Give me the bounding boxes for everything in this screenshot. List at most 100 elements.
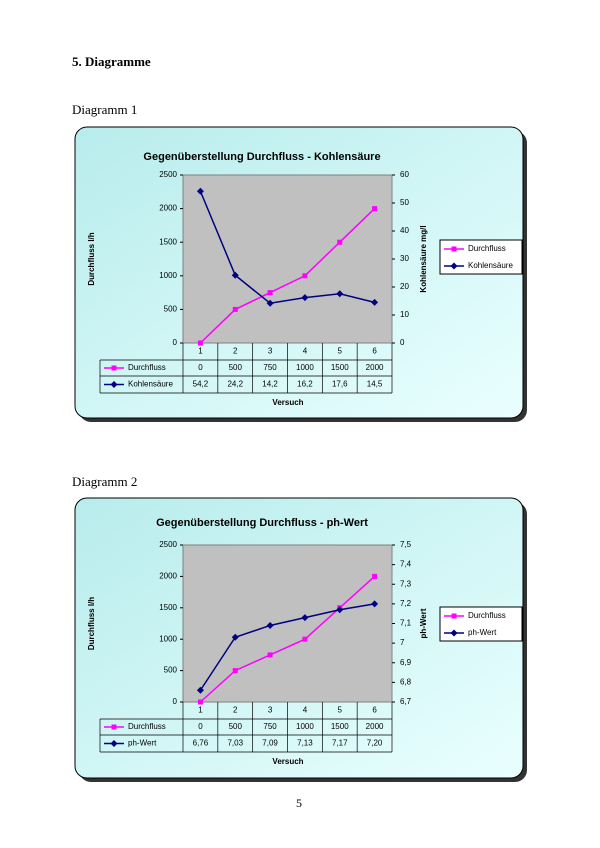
table-cell: 24,2 bbox=[227, 380, 243, 389]
table-cell: 54,2 bbox=[193, 380, 209, 389]
y2-axis-label: ph-Wert bbox=[419, 608, 428, 638]
y-tick-label: 2500 bbox=[159, 170, 177, 179]
y-tick-label: 500 bbox=[164, 305, 178, 314]
table-key-marker bbox=[110, 740, 118, 747]
y2-tick-label: 6,9 bbox=[400, 658, 412, 667]
legend-key-marker bbox=[451, 246, 457, 252]
chart-shadow bbox=[79, 502, 527, 782]
y-tick-label: 1500 bbox=[159, 603, 177, 612]
data-point bbox=[231, 633, 239, 641]
y2-tick-label: 7,3 bbox=[400, 579, 412, 588]
legend-label: Durchfluss bbox=[468, 244, 506, 253]
table-key-marker bbox=[111, 724, 117, 730]
x-tick-label: 5 bbox=[338, 347, 343, 356]
data-point bbox=[197, 699, 203, 705]
y2-tick-label: 40 bbox=[400, 226, 409, 235]
legend-label: ph-Wert bbox=[468, 628, 497, 637]
y-tick-label: 2500 bbox=[159, 540, 177, 549]
x-tick-label: 1 bbox=[198, 347, 203, 356]
table-cell: 7,20 bbox=[367, 739, 383, 748]
x-tick-label: 2 bbox=[233, 347, 238, 356]
y2-tick-label: 7 bbox=[400, 638, 405, 647]
table-cell: 7,09 bbox=[262, 739, 278, 748]
legend-key-marker bbox=[450, 629, 458, 637]
data-point bbox=[231, 271, 239, 279]
data-point bbox=[196, 187, 204, 195]
x-tick-label: 3 bbox=[268, 347, 273, 356]
table-cell: 0 bbox=[198, 363, 203, 372]
table-cell: 2000 bbox=[366, 722, 384, 731]
data-point bbox=[232, 668, 238, 674]
table-cell: 1500 bbox=[331, 722, 349, 731]
data-point bbox=[301, 294, 309, 302]
table-cell: 14,2 bbox=[262, 380, 278, 389]
y2-tick-label: 20 bbox=[400, 282, 409, 291]
table-row-label: Durchfluss bbox=[128, 363, 166, 372]
data-point bbox=[267, 290, 273, 296]
data-point bbox=[232, 306, 238, 312]
y-axis-label: Durchfluss l/h bbox=[87, 597, 96, 650]
data-point bbox=[337, 605, 343, 611]
x-tick-label: 4 bbox=[303, 706, 308, 715]
table-cell: 7,17 bbox=[332, 739, 348, 748]
table-cell: 2000 bbox=[366, 363, 384, 372]
legend-label: Durchfluss bbox=[468, 611, 506, 620]
y2-tick-label: 7,2 bbox=[400, 599, 412, 608]
x-tick-label: 3 bbox=[268, 706, 273, 715]
series-line bbox=[199, 603, 375, 691]
table-cell: 7,13 bbox=[297, 739, 313, 748]
table-cell: 14,5 bbox=[367, 380, 383, 389]
y-tick-label: 1000 bbox=[159, 634, 177, 643]
y2-tick-label: 7,4 bbox=[400, 560, 412, 569]
x-tick-label: 4 bbox=[303, 347, 308, 356]
data-point bbox=[302, 636, 308, 642]
series-line bbox=[199, 208, 376, 344]
y2-tick-label: 6,7 bbox=[400, 697, 412, 706]
table-row-label: ph-Wert bbox=[128, 739, 157, 748]
legend-key-marker bbox=[451, 613, 457, 619]
chart-title: Gegenüberstellung Durchfluss - Kohlensäu… bbox=[143, 151, 380, 163]
y2-tick-label: 50 bbox=[400, 198, 409, 207]
table-row-label: Durchfluss bbox=[128, 722, 166, 731]
table-row-label: Kohlensäure bbox=[128, 380, 173, 389]
heading: 5. Diagramme bbox=[72, 54, 151, 69]
chart-title: Gegenüberstellung Durchfluss - ph-Wert bbox=[156, 517, 368, 529]
legend-label: Kohlensäure bbox=[468, 261, 513, 270]
y2-tick-label: 0 bbox=[400, 338, 405, 347]
y-tick-label: 500 bbox=[164, 666, 178, 675]
plot-area bbox=[182, 174, 393, 344]
table-cell: 750 bbox=[263, 722, 277, 731]
chart-shadow bbox=[79, 131, 527, 422]
y-tick-label: 1000 bbox=[159, 271, 177, 280]
x-tick-label: 1 bbox=[198, 706, 203, 715]
x-axis-label: Versuch bbox=[272, 757, 303, 766]
table-cell: 1000 bbox=[296, 363, 314, 372]
x-tick-label: 6 bbox=[372, 347, 377, 356]
table-cell: 500 bbox=[229, 363, 243, 372]
data-point bbox=[197, 340, 203, 346]
series-line bbox=[199, 575, 376, 703]
legend-key-marker bbox=[450, 262, 458, 270]
data-point bbox=[372, 206, 378, 212]
y2-axis-label: Kohlensäure mg/l bbox=[419, 225, 428, 292]
x-tick-label: 5 bbox=[338, 706, 343, 715]
y2-tick-label: 10 bbox=[400, 310, 409, 319]
data-point bbox=[301, 614, 309, 622]
data-point bbox=[267, 652, 273, 658]
table-cell: 750 bbox=[263, 363, 277, 372]
table-cell: 1000 bbox=[296, 722, 314, 731]
chart-area bbox=[74, 126, 524, 419]
x-axis-label: Versuch bbox=[272, 398, 303, 407]
caption: Diagramm 1 bbox=[72, 102, 138, 117]
chart-area bbox=[74, 497, 524, 779]
table-key-marker bbox=[111, 365, 117, 371]
data-point bbox=[196, 686, 204, 694]
data-point bbox=[372, 573, 378, 579]
table-cell: 1500 bbox=[331, 363, 349, 372]
y2-tick-label: 60 bbox=[400, 170, 409, 179]
y2-tick-label: 30 bbox=[400, 254, 409, 263]
data-point bbox=[337, 239, 343, 245]
y-tick-label: 2000 bbox=[159, 572, 177, 581]
